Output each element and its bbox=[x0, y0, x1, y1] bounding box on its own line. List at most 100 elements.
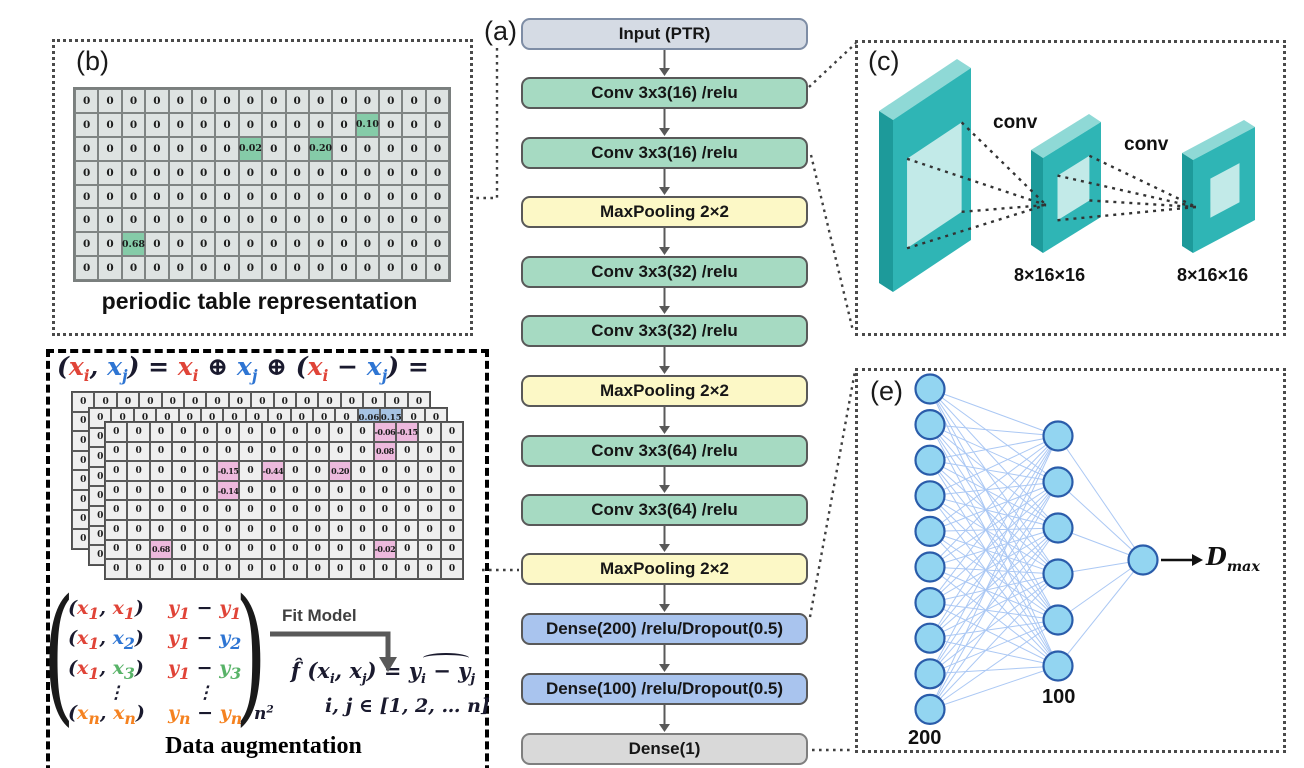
grid-cell: 0 bbox=[239, 480, 262, 501]
dense-100-label: 100 bbox=[1042, 686, 1076, 708]
flow-box-output-12: Dense(1) bbox=[521, 733, 808, 765]
flow-arrowhead bbox=[659, 247, 670, 255]
panel-b-label: (b) bbox=[76, 46, 109, 76]
grid-cell: -0.06 bbox=[373, 422, 397, 442]
grid-cell: 0 bbox=[121, 136, 146, 161]
grid-cell: 0.10 bbox=[355, 112, 380, 137]
grid-cell: 0.20 bbox=[308, 136, 333, 161]
grid-cell: 0 bbox=[168, 160, 192, 185]
flow-box-conv-4: Conv 3x3(32) /relu bbox=[521, 256, 808, 288]
grid-cell: 0 bbox=[308, 184, 333, 209]
flow-box-conv-5: Conv 3x3(32) /relu bbox=[521, 315, 808, 347]
grid-cell: 0 bbox=[149, 422, 173, 442]
flow-box-dense-10: Dense(200) /relu/Dropout(0.5) bbox=[521, 613, 808, 645]
grid-cell: 0 bbox=[75, 160, 99, 185]
conv-label-1: conv bbox=[993, 112, 1038, 133]
grid-cell: 0 bbox=[332, 256, 356, 281]
fhat-formula: f̂ (xi, xj) = yi − yj bbox=[291, 652, 476, 688]
grid-cell: 0 bbox=[172, 539, 195, 560]
grid-cell: 0 bbox=[373, 500, 397, 520]
grid-cell: 0 bbox=[396, 519, 419, 540]
grid-cell: 0 bbox=[332, 112, 356, 137]
grid-cell: -0.15 bbox=[216, 461, 240, 481]
grid-cell: 0 bbox=[172, 441, 195, 462]
panel-periodic-table bbox=[52, 39, 473, 336]
matrix-pair: ⋮ bbox=[107, 683, 125, 704]
grid-cell: 0 bbox=[308, 256, 333, 281]
grid-cell: 0.02 bbox=[238, 136, 263, 161]
grid-cell: 0 bbox=[328, 480, 352, 501]
dense-200-label: 200 bbox=[908, 727, 942, 749]
matrix-diff: y1 − y3 bbox=[168, 656, 242, 683]
grid-cell: 0 bbox=[306, 461, 329, 481]
matrix-diff: y1 − y1 bbox=[168, 597, 242, 623]
grid-cell: 0 bbox=[191, 89, 216, 113]
grid-cell: 0 bbox=[285, 89, 309, 113]
ptr-sheet-front: 0 0 0 0 0 0 0 0 0 0 0 0 -0.06 -0.15 0 0 0 0 0 0 0 0 0 0 0 0 0 0 0.08… bbox=[104, 421, 465, 580]
grid-cell: 0 bbox=[149, 500, 173, 520]
grid-cell: 0 bbox=[351, 500, 374, 520]
panel-conv-visualization bbox=[855, 40, 1286, 336]
grid-cell: 0 bbox=[191, 112, 216, 137]
matrix-open-paren: ( bbox=[42, 568, 75, 740]
flow-arrowhead bbox=[659, 664, 670, 672]
grid-cell: 0 bbox=[285, 112, 309, 137]
grid-cell: 0 bbox=[355, 89, 380, 113]
grid-cell: 0 bbox=[215, 256, 239, 281]
grid-cell: 0 bbox=[328, 500, 352, 520]
grid-cell: 0 bbox=[172, 500, 195, 520]
grid-cell: 0.08 bbox=[373, 441, 397, 462]
grid-cell: 0 bbox=[355, 160, 380, 185]
flow-arrowhead bbox=[659, 544, 670, 552]
grid-cell: 0 bbox=[340, 392, 364, 412]
periodic-table-grid: 0 0 0 0 0 0 0 0 0 0 0 0 0 0 0 0 0 0 0 0 0 0 0 0 0 0 0 0 0.10 0 0 0 0 0 0 0 0… bbox=[73, 87, 452, 283]
grid-cell: 0 bbox=[396, 441, 419, 462]
grid-cell: 0 bbox=[105, 539, 128, 560]
grid-cell: 0 bbox=[239, 559, 262, 579]
grid-cell: 0 bbox=[127, 480, 150, 501]
grid-cell: 0 bbox=[216, 441, 240, 462]
grid-cell: 0 bbox=[168, 112, 192, 137]
grid-cell: 0 bbox=[127, 441, 150, 462]
grid-cell: -0.15 bbox=[396, 422, 419, 442]
grid-cell: 0 bbox=[127, 559, 150, 579]
grid-cell: 0 bbox=[440, 480, 464, 501]
grid-cell: 0 bbox=[379, 256, 403, 281]
grid-cell: 0 bbox=[351, 539, 374, 560]
grid-cell: 0 bbox=[440, 461, 464, 481]
grid-cell: 0 bbox=[261, 559, 285, 579]
grid-cell: 0 bbox=[308, 112, 333, 137]
grid-cell: 0 bbox=[418, 559, 441, 579]
grid-cell: 0 bbox=[328, 539, 352, 560]
grid-cell: 0 bbox=[149, 480, 173, 501]
matrix-diff: ⋮ bbox=[196, 683, 214, 704]
grid-cell: 0 bbox=[145, 89, 169, 113]
grid-cell: 0 bbox=[121, 184, 146, 209]
grid-cell: 0 bbox=[379, 89, 403, 113]
grid-cell: 0 bbox=[121, 256, 146, 281]
grid-cell: 0 bbox=[379, 112, 403, 137]
grid-cell: 0 bbox=[215, 184, 239, 209]
grid-cell: 0 bbox=[262, 184, 286, 209]
grid-cell: 0 bbox=[75, 112, 99, 137]
grid-cell: 0 bbox=[127, 519, 150, 540]
matrix-diff: y1 − y2 bbox=[168, 626, 242, 653]
grid-cell: 0 bbox=[261, 422, 285, 442]
grid-cell: 0 bbox=[351, 422, 374, 442]
grid-cell: 0 bbox=[239, 422, 262, 442]
grid-cell: 0 bbox=[239, 461, 262, 481]
grid-cell: 0 bbox=[172, 519, 195, 540]
grid-cell: 0 bbox=[425, 232, 450, 257]
grid-cell: 0 bbox=[149, 519, 173, 540]
grid-cell: 0 bbox=[418, 519, 441, 540]
grid-cell: 0 bbox=[425, 160, 450, 185]
flow-arrowhead bbox=[659, 68, 670, 76]
grid-cell: 0 bbox=[425, 112, 450, 137]
grid-cell: 0 bbox=[98, 89, 122, 113]
zoom-connector-line bbox=[472, 48, 499, 200]
grid-cell: 0 bbox=[105, 559, 128, 579]
grid-cell: 0 bbox=[308, 160, 333, 185]
grid-cell: 0 bbox=[440, 559, 464, 579]
augmentation-caption: Data augmentation bbox=[165, 733, 362, 759]
grid-cell: 0 bbox=[215, 208, 239, 233]
